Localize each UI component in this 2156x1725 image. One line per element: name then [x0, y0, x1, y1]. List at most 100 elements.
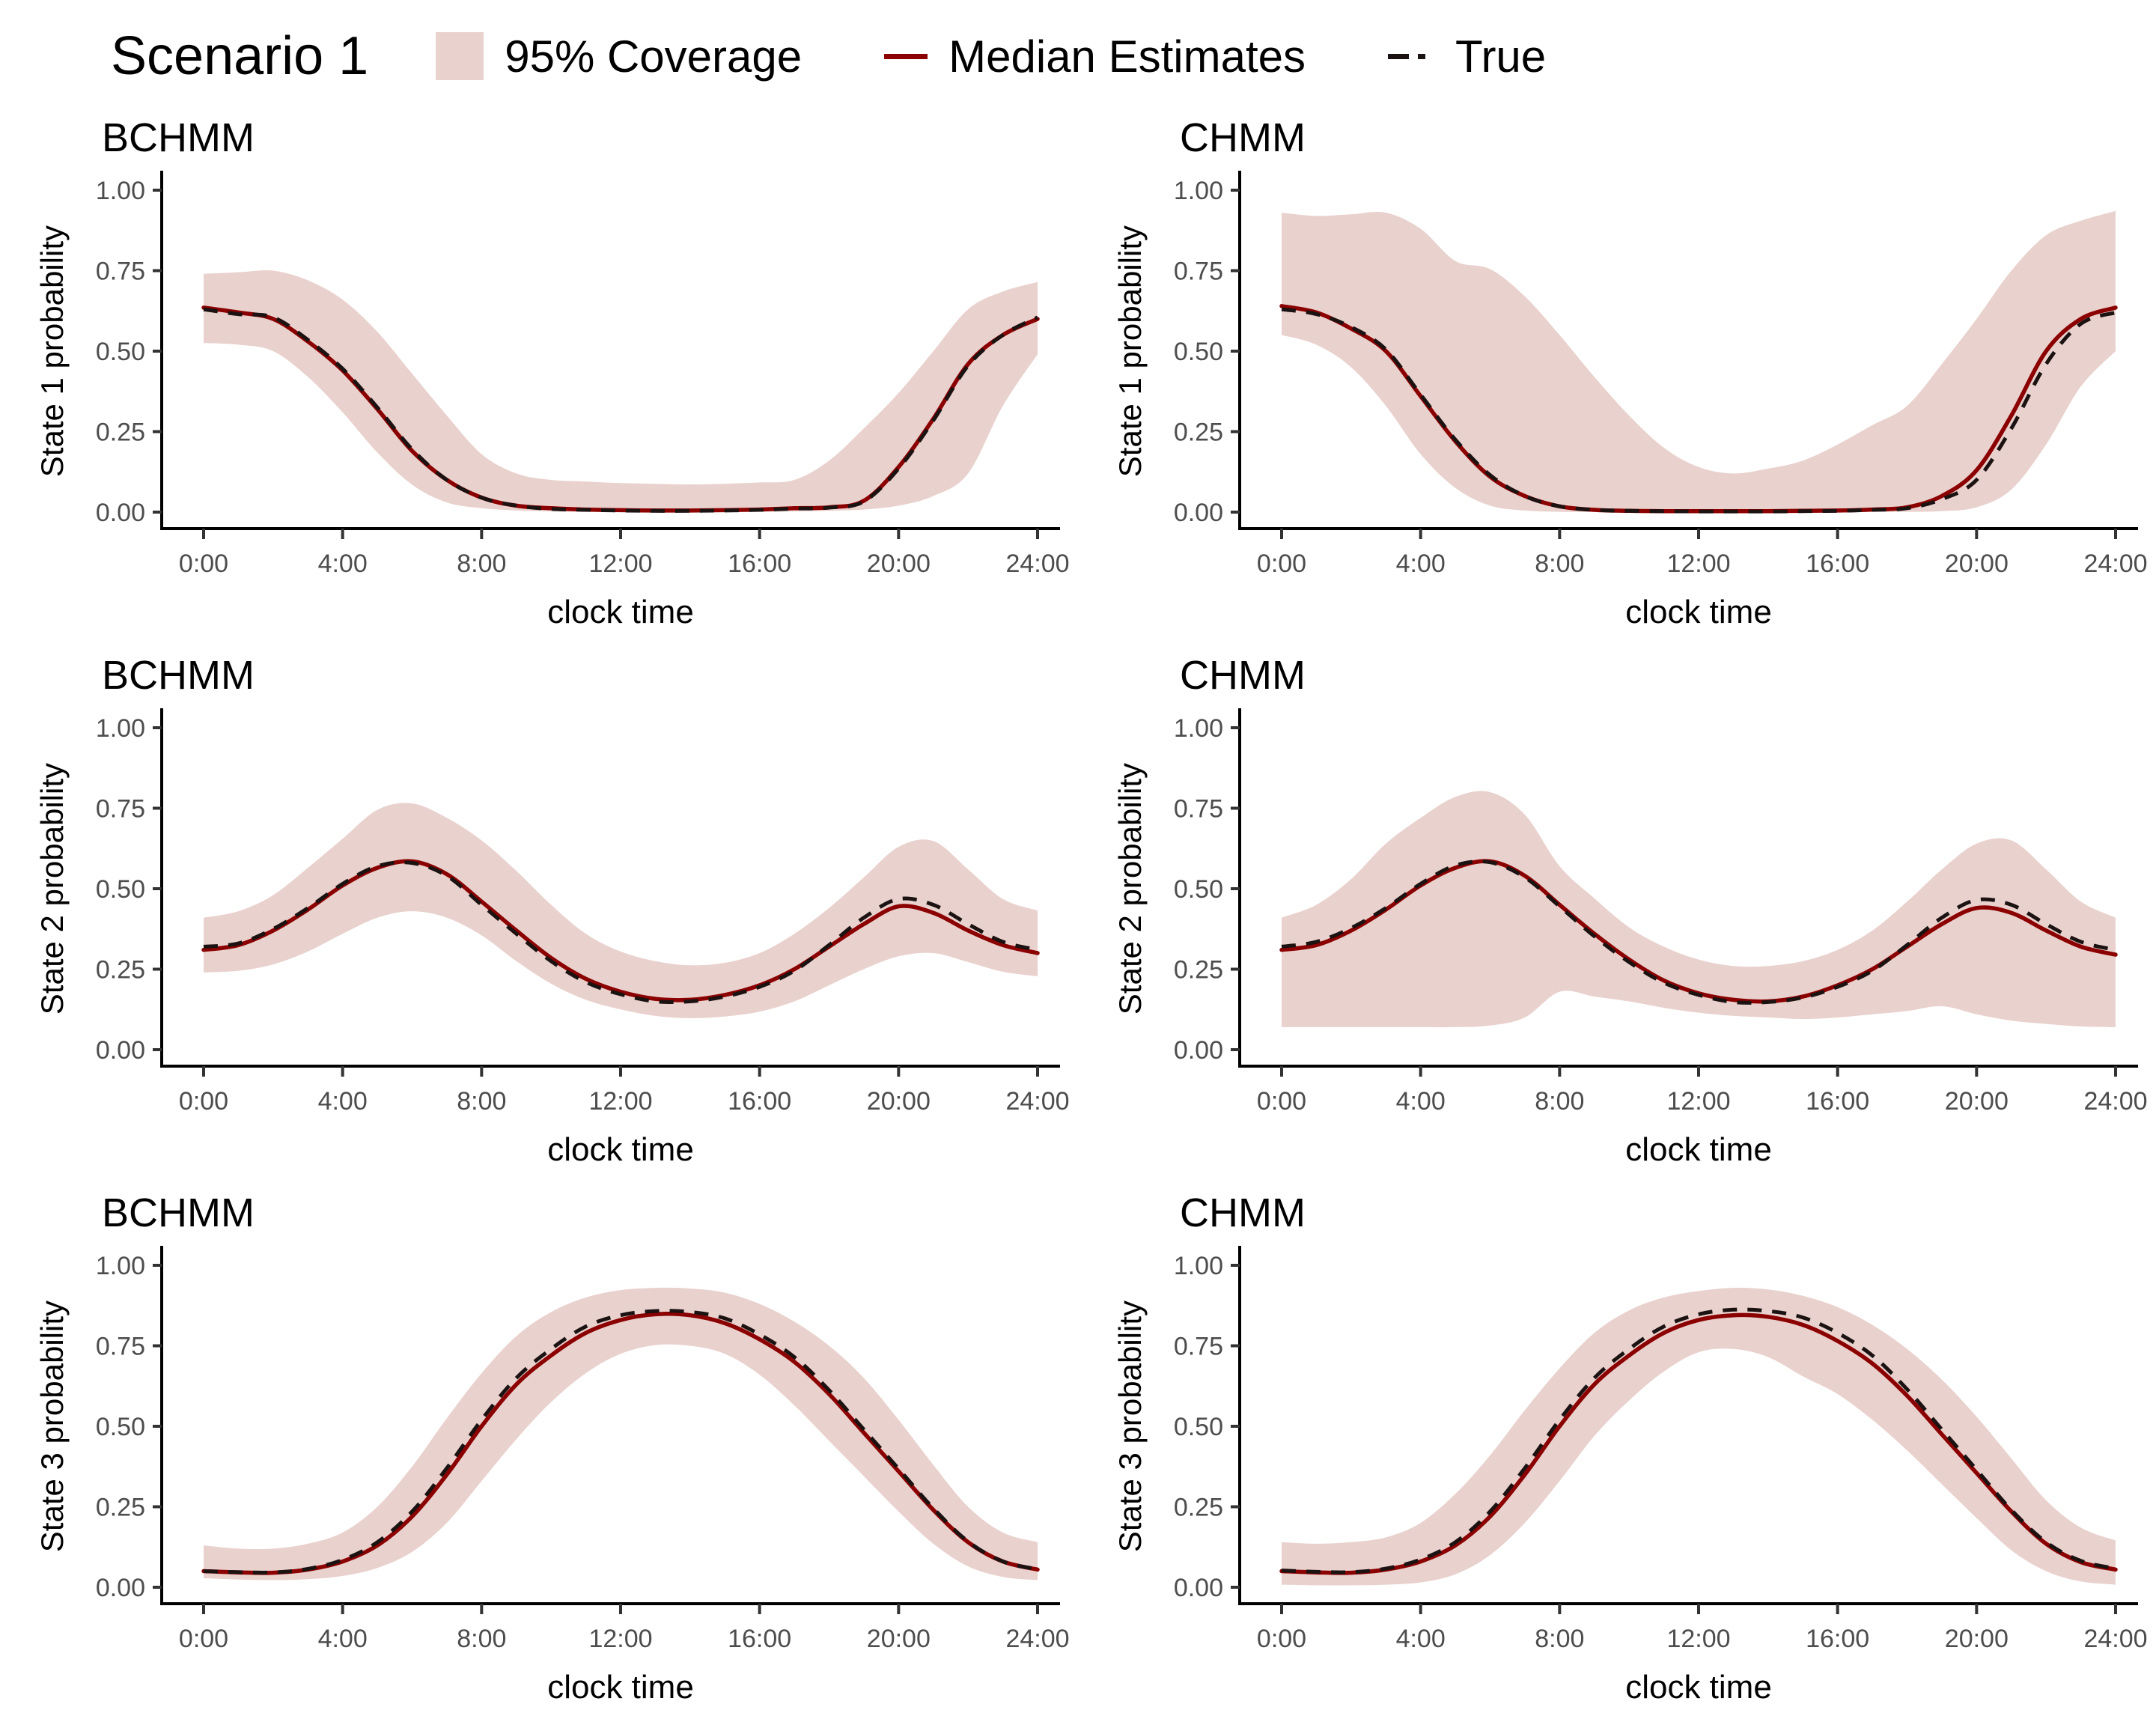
x-tick-label: 20:00 [1945, 1625, 2009, 1653]
true-line [203, 307, 1039, 513]
x-tick-label: 8:00 [457, 1087, 506, 1116]
x-tick-label: 8:00 [457, 550, 506, 578]
x-tick-label: 24:00 [1005, 550, 1069, 578]
x-tick-label: 12:00 [1666, 1625, 1730, 1653]
y-tick-label: 0.50 [1174, 338, 1223, 366]
x-axis-title: clock time [1625, 1669, 1772, 1706]
y-tick-label: 1.00 [1174, 714, 1223, 743]
panel-chmm-state2: CHMM State 2 probability 0.00 0.25 0.50 0.7… [1078, 650, 2156, 1187]
x-axis-title: clock time [1625, 1131, 1772, 1168]
x-tick-label: 24:00 [1005, 1087, 1069, 1116]
panel-body: State 1 probability 0.00 0.25 0.50 0.75 1.00… [30, 163, 1078, 642]
x-tick-label: 12:00 [1666, 550, 1730, 578]
x-tick-label: 20:00 [867, 550, 931, 578]
coverage-swatch-icon [436, 32, 484, 80]
legend-coverage-label: 95% Coverage [505, 31, 803, 82]
y-axis-title-text: State 3 probability [34, 1300, 70, 1553]
x-tick-label: 0:00 [179, 1625, 228, 1653]
y-tick-label: 0.25 [1174, 419, 1223, 447]
x-tick-label: 0:00 [1257, 1625, 1306, 1653]
y-tick-label: 0.50 [1174, 1413, 1223, 1441]
x-tick-label: 4:00 [318, 1087, 368, 1116]
y-tick-label: 0.75 [1174, 258, 1223, 286]
chart-chmm-state1: 0.00 0.25 0.50 0.75 1.00 0:00 4:00 8:00 12:00 16:… [1174, 171, 2148, 630]
panel-title: CHMM [1180, 115, 1306, 160]
x-tick-label: 16:00 [1806, 1087, 1869, 1116]
figure-title: Scenario 1 [111, 26, 369, 86]
chart-bchmm-state2: 0.00 0.25 0.50 0.75 1.00 0:00 4:00 8:00 12:00 16:… [96, 708, 1070, 1168]
x-tick-label: 20:00 [867, 1087, 931, 1116]
y-tick-label: 0.00 [96, 1036, 145, 1065]
panel-bchmm-state3: BCHMM State 3 probability 0.00 0.25 0.50 0.… [0, 1187, 1078, 1725]
median-line [201, 1312, 1040, 1575]
y-axis-title: State 2 probability [30, 701, 75, 1077]
panel-bchmm-state2: BCHMM State 2 probability 0.00 0.25 0.50 0.… [0, 650, 1078, 1187]
x-tick-label: 16:00 [1806, 550, 1869, 578]
y-axis-title-text: State 1 probability [1112, 225, 1148, 478]
y-tick-label: 0.25 [1174, 956, 1223, 985]
y-axis-title: State 3 probability [1108, 1238, 1153, 1614]
x-tick-label: 4:00 [318, 1625, 368, 1653]
chart-bchmm-state1: 0.00 0.25 0.50 0.75 1.00 0:00 4:00 8:00 12:00 16:… [96, 171, 1070, 630]
y-tick-label: 0.00 [96, 499, 145, 527]
y-tick-label: 0.00 [96, 1574, 145, 1602]
true-line [203, 1309, 1038, 1575]
x-tick-label: 0:00 [179, 1087, 228, 1116]
y-tick-label: 0.75 [96, 258, 145, 286]
x-tick-label: 0:00 [1257, 1087, 1306, 1116]
x-tick-label: 0:00 [1257, 550, 1306, 578]
y-axis-title: State 1 probability [1108, 163, 1153, 539]
x-axis-title: clock time [1625, 594, 1772, 630]
legend-item-median: Median Estimates [884, 31, 1306, 82]
panel-body: State 3 probability 0.00 0.25 0.50 0.75 1.00… [30, 1238, 1078, 1718]
legend-item-coverage: 95% Coverage [436, 31, 802, 82]
y-axis-title-text: State 2 probability [1112, 762, 1148, 1015]
y-axis-title: State 2 probability [1108, 701, 1153, 1077]
y-tick-label: 0.50 [96, 338, 145, 366]
x-tick-label: 20:00 [867, 1625, 931, 1653]
x-tick-label: 24:00 [2083, 550, 2147, 578]
x-tick-label: 4:00 [1396, 1625, 1446, 1653]
x-tick-label: 16:00 [728, 1087, 791, 1116]
x-tick-label: 0:00 [179, 550, 228, 578]
x-tick-label: 20:00 [1945, 1087, 2009, 1116]
panel-body: State 3 probability 0.00 0.25 0.50 0.75 1.00… [1108, 1238, 2156, 1718]
panel-title: CHMM [1180, 1190, 1306, 1235]
panel-bchmm-state1: BCHMM State 1 probability 0.00 0.25 0.50 0.… [0, 112, 1078, 650]
y-tick-label: 0.25 [96, 419, 145, 447]
panel-title: BCHMM [102, 653, 255, 698]
true-line [1281, 860, 2116, 1005]
y-tick-label: 0.25 [1174, 1494, 1223, 1522]
coverage-band [204, 1287, 1038, 1581]
x-tick-label: 20:00 [1945, 550, 2009, 578]
true-dash-icon [1388, 53, 1437, 59]
panel-body: State 1 probability 0.00 0.25 0.50 0.75 1.00… [1108, 163, 2156, 642]
x-tick-label: 4:00 [1396, 550, 1446, 578]
true-line [1281, 1307, 2116, 1575]
x-tick-label: 8:00 [457, 1625, 506, 1653]
legend-median-label: Median Estimates [948, 31, 1306, 82]
y-tick-label: 1.00 [1174, 1252, 1223, 1280]
x-tick-label: 12:00 [588, 1087, 652, 1116]
coverage-band [1282, 1287, 2116, 1586]
y-tick-label: 0.50 [96, 1413, 145, 1441]
median-line [1279, 1312, 2118, 1575]
x-axis-title: clock time [547, 594, 694, 630]
x-tick-label: 24:00 [1005, 1625, 1069, 1653]
x-tick-label: 16:00 [728, 1625, 791, 1653]
panel-title: CHMM [1180, 653, 1306, 698]
legend: 95% Coverage Median Estimates True [436, 31, 1628, 82]
x-tick-label: 8:00 [1535, 1625, 1584, 1653]
legend-true-label: True [1455, 31, 1547, 82]
y-tick-label: 0.50 [96, 875, 145, 904]
panel-chmm-state1: CHMM State 1 probability 0.00 0.25 0.50 0.7… [1078, 112, 2156, 650]
y-tick-label: 0.00 [1174, 1574, 1223, 1602]
y-axis-title-text: State 1 probability [34, 225, 70, 478]
true-line [203, 860, 1038, 1005]
y-tick-label: 1.00 [96, 714, 145, 743]
y-axis-title-text: State 2 probability [34, 762, 70, 1015]
y-tick-label: 0.75 [1174, 795, 1223, 824]
y-axis-title-text: State 3 probability [1112, 1300, 1148, 1553]
legend-item-true: True [1388, 31, 1546, 82]
x-tick-label: 16:00 [1806, 1625, 1869, 1653]
